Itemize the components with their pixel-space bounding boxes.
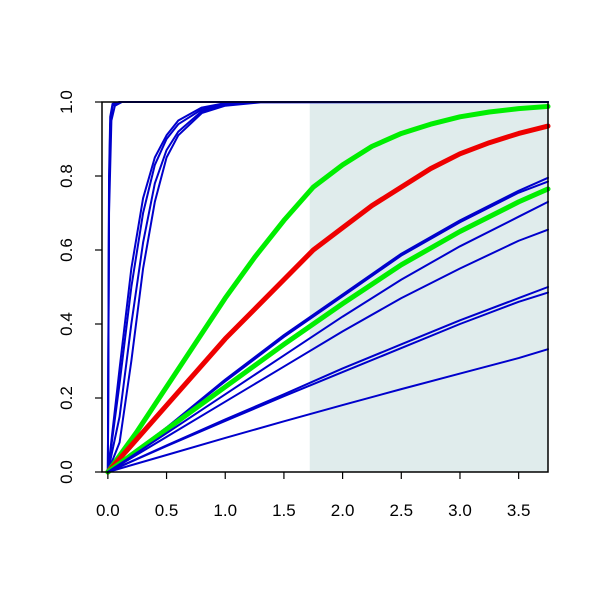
y-tick-label: 0.8: [57, 164, 76, 188]
y-tick-label: 0.4: [57, 312, 76, 336]
x-tick-label: 2.0: [331, 501, 355, 520]
series-line-9: [105, 123, 551, 475]
series-layer: [105, 101, 551, 475]
y-tick-label: 1.0: [57, 90, 76, 114]
x-tick-label: 3.0: [448, 501, 472, 520]
x-tick-label: 0.5: [155, 501, 179, 520]
y-axis: 0.0 0.2 0.4 0.6 0.8 1.0: [57, 90, 102, 484]
x-tick-label: 1.5: [272, 501, 296, 520]
x-tick-label: 2.5: [389, 501, 413, 520]
series-line-8: [105, 103, 551, 475]
series-line-17: [106, 348, 549, 473]
x-axis: 0.0 0.5 1.0 1.5 2.0 2.5 3.0 3.5: [96, 472, 530, 520]
series-line-12: [105, 186, 551, 475]
shaded-region: [309, 102, 548, 472]
x-tick-label: 0.0: [96, 501, 120, 520]
x-tick-label: 3.5: [507, 501, 531, 520]
y-tick-label: 0.2: [57, 386, 76, 410]
series-line-7: [106, 101, 549, 473]
series-line-16: [106, 291, 549, 473]
plot-frame: [101, 101, 549, 473]
series-line-14: [106, 228, 549, 473]
series-line-13: [106, 200, 549, 473]
y-tick-label: 0.6: [57, 238, 76, 262]
x-tick-label: 1.0: [213, 501, 237, 520]
y-tick-label: 0.0: [57, 460, 76, 484]
